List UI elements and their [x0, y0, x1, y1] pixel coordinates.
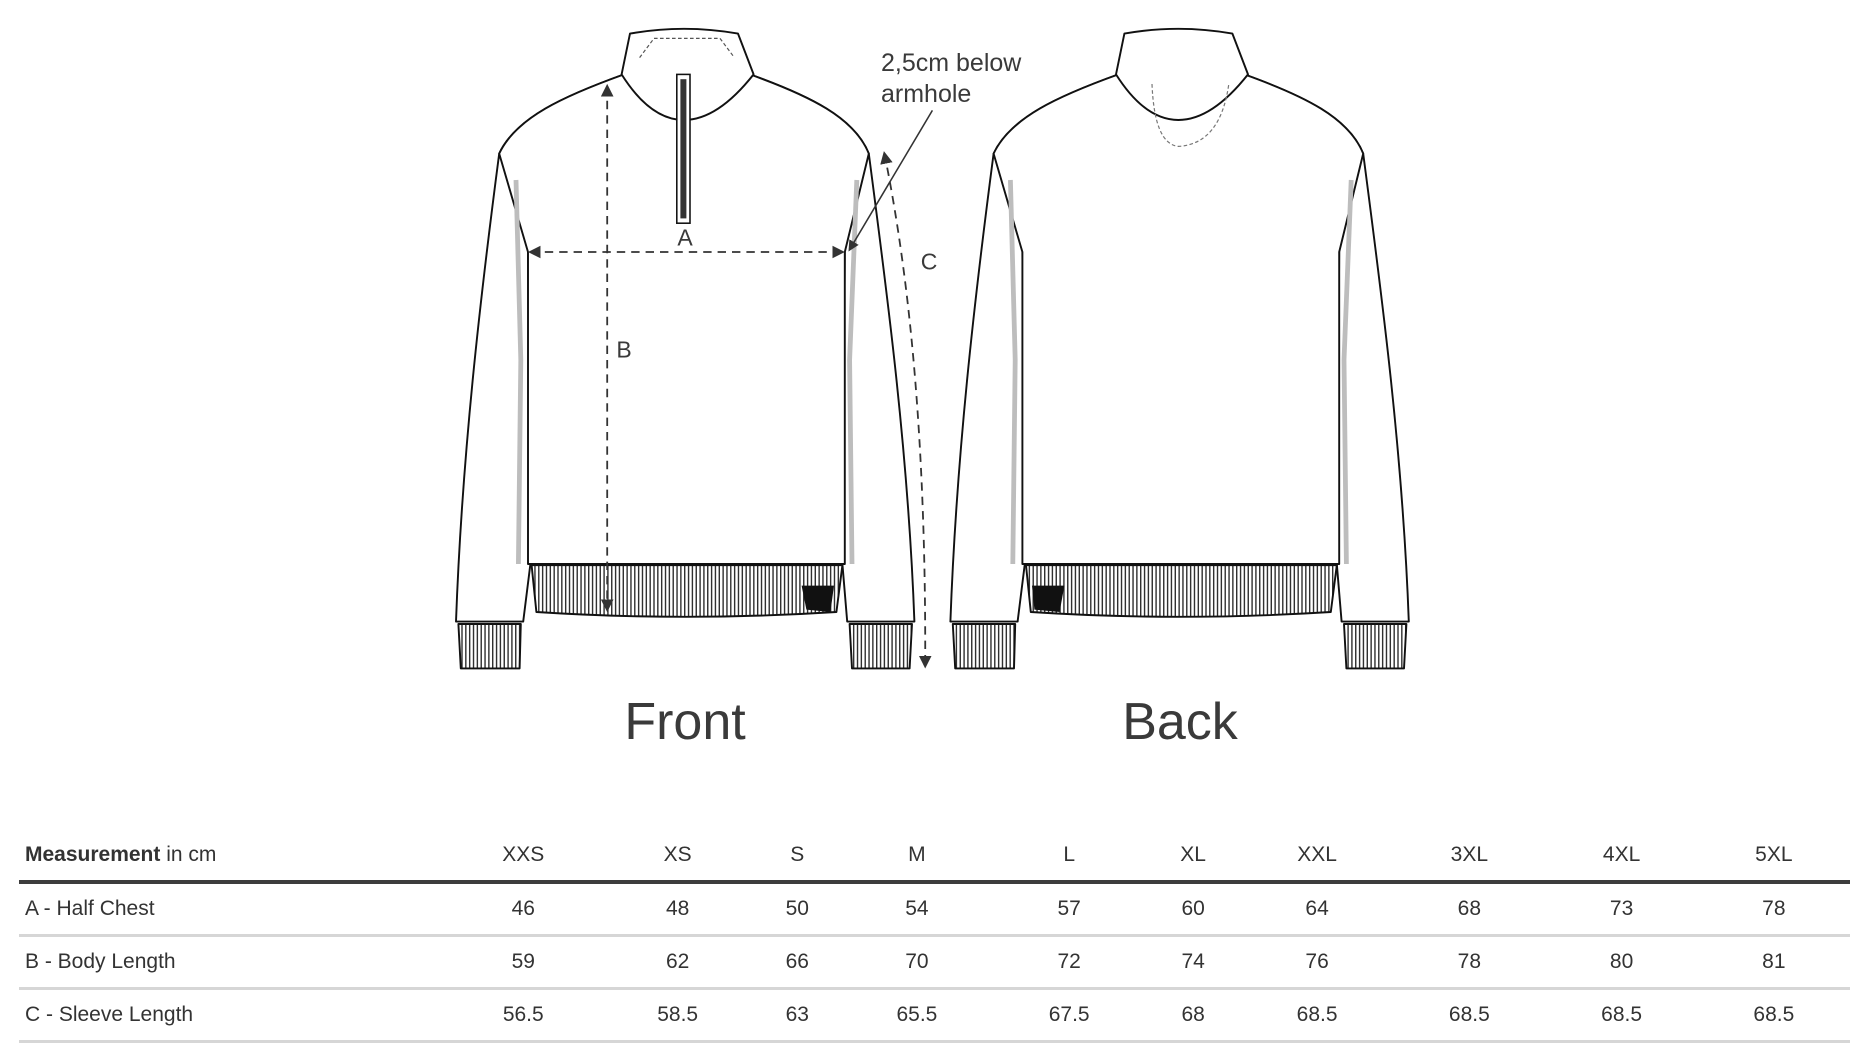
marker-b: B — [616, 336, 632, 363]
size-header: 3XL — [1450, 843, 1489, 866]
row-label: B - Body Length — [25, 950, 176, 973]
cell-value: 81 — [1762, 950, 1786, 973]
cell-value: 62 — [665, 950, 690, 973]
header-bold: Measurement — [25, 843, 161, 866]
cell-value: 59 — [511, 950, 535, 973]
cell-value: 54 — [905, 897, 929, 920]
size-table: Measurement in cm XXS XS S M L XL XXL 3X… — [19, 830, 1850, 1043]
cell-value: 80 — [1609, 950, 1634, 973]
hem-label — [1032, 585, 1065, 612]
cell-value: 74 — [1181, 950, 1205, 973]
cell-value: 68.5 — [1296, 1003, 1338, 1026]
cell-value: 68.5 — [1753, 1003, 1795, 1026]
front-view — [456, 29, 934, 669]
cell-value: 76 — [1305, 950, 1329, 973]
header-unit: in cm — [160, 843, 217, 866]
collar-inner — [639, 37, 735, 58]
annotation-leader — [848, 110, 934, 252]
size-header: L — [1063, 843, 1076, 866]
back-label: Back — [1122, 693, 1238, 751]
cell-value: 48 — [665, 897, 690, 920]
table-header: Measurement in cm XXS XS S M L XL XXL 3X… — [19, 830, 1850, 882]
front-label: Front — [624, 693, 746, 751]
cell-value: 58.5 — [657, 1003, 699, 1026]
cell-value: 68 — [1457, 897, 1482, 920]
table-row: B - Body Length 59 62 66 70 72 74 76 78 80 81 — [19, 936, 1850, 989]
cell-value: 78 — [1762, 897, 1786, 920]
table-row: A - Half Chest 46 48 50 54 57 60 64 68 73 78 — [19, 882, 1850, 936]
size-header: M — [908, 843, 926, 866]
cell-value: 50 — [785, 897, 809, 920]
row-label: A - Half Chest — [25, 897, 155, 920]
cell-value: 78 — [1457, 950, 1482, 973]
annotation-line-1: 2,5cm below — [881, 49, 1022, 77]
cell-value: 67.5 — [1048, 1003, 1090, 1026]
measure-c-line — [880, 151, 932, 669]
size-header: XXS — [502, 843, 545, 866]
cell-value: 68.5 — [1448, 1003, 1490, 1026]
armhole-annotation: 2,5cm below armhole — [881, 48, 1021, 110]
size-header: 5XL — [1755, 843, 1793, 866]
cell-value: 72 — [1057, 950, 1081, 973]
marker-c: C — [920, 248, 938, 275]
size-header: 4XL — [1602, 843, 1641, 866]
cell-value: 57 — [1057, 897, 1081, 920]
marker-a: A — [677, 224, 693, 251]
cell-value: 68.5 — [1601, 1003, 1643, 1026]
annotation-line-2: armhole — [881, 80, 972, 108]
zipper-teeth — [680, 79, 687, 219]
cell-value: 64 — [1305, 897, 1329, 920]
measurement-header: Measurement in cm — [19, 830, 445, 882]
cell-value: 46 — [511, 897, 535, 920]
garment-illustration — [0, 0, 1874, 780]
neck-patch — [1151, 83, 1230, 148]
hem-label — [801, 585, 835, 612]
size-header: XL — [1180, 843, 1206, 866]
size-header: S — [790, 843, 805, 866]
cell-value: 73 — [1609, 897, 1634, 920]
cell-value: 56.5 — [502, 1003, 544, 1026]
cell-value: 60 — [1181, 897, 1205, 920]
cell-value: 63 — [785, 1003, 809, 1026]
table-row: C - Sleeve Length 56.5 58.5 63 65.5 67.5 68 68.… — [19, 989, 1850, 1042]
back-view — [950, 29, 1408, 669]
cell-value: 68 — [1181, 1003, 1205, 1026]
cell-value: 66 — [785, 950, 809, 973]
size-header: XXL — [1297, 843, 1337, 866]
cell-value: 65.5 — [896, 1003, 938, 1026]
size-header: XS — [663, 843, 692, 866]
row-label: C - Sleeve Length — [25, 1003, 194, 1026]
cell-value: 70 — [905, 950, 929, 973]
